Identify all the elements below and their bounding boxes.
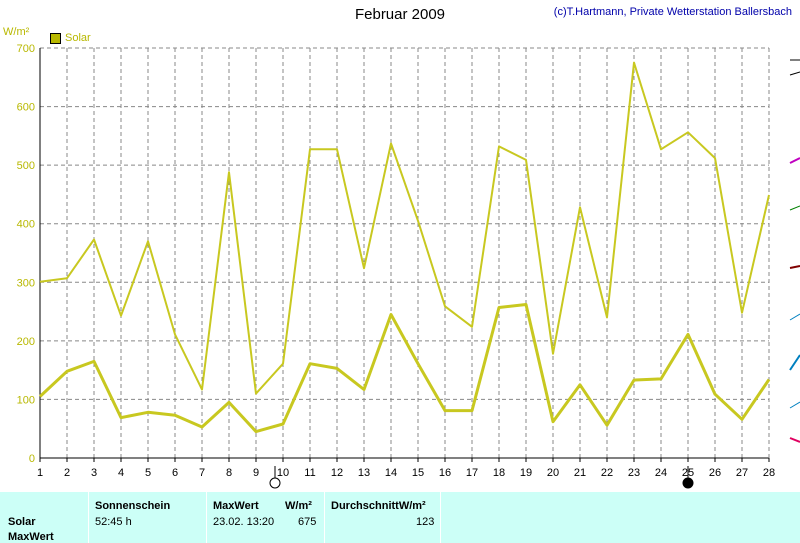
x-tick-label: 11: [304, 467, 315, 479]
x-tick-label: 26: [709, 467, 721, 479]
y-tick-label: 100: [17, 394, 35, 406]
x-tick-label: 2: [64, 467, 70, 479]
x-tick-label: 12: [331, 467, 343, 479]
x-tick-label: 1: [37, 467, 43, 479]
x-tick-label: 4: [118, 467, 124, 479]
value-sunshine: 52:45 h: [95, 516, 132, 528]
series-line-max: [39, 61, 770, 395]
legend-swatch: [50, 32, 61, 44]
x-tick-label: 3: [91, 467, 97, 479]
legend-label: Solar: [65, 32, 91, 44]
right-edge-fragments: [789, 59, 800, 443]
y-tick-label: 700: [17, 43, 35, 55]
chart-title: Februar 2009: [354, 6, 446, 23]
value-max: 675: [298, 516, 317, 528]
value-average: 123: [416, 516, 435, 528]
y-tick-label: 300: [17, 277, 35, 289]
summary-table: Sonnenschein MaxWert W/m² DurchschnittW/…: [0, 492, 800, 543]
x-tick-label: 15: [412, 467, 424, 479]
value-max-time: 23.02. 13:20: [213, 516, 275, 528]
y-tick-label: 0: [29, 453, 35, 465]
row-label-solar: Solar: [8, 516, 36, 528]
table-divider: [206, 492, 207, 543]
y-axis-label: W/m²: [3, 26, 30, 38]
x-tick-label: 28: [763, 467, 775, 479]
y-tick-label: 600: [17, 102, 35, 114]
x-tick-label: 19: [520, 467, 532, 479]
x-tick-label: 8: [226, 467, 232, 479]
legend: Solar: [50, 32, 91, 44]
x-tick-label: 21: [574, 467, 586, 479]
table-divider: [88, 492, 89, 543]
x-tick-label: 16: [439, 467, 451, 479]
x-tick-label: 6: [172, 467, 178, 479]
x-tick-label: 10: [277, 467, 289, 479]
header-maxwert-unit: W/m²: [285, 500, 312, 512]
y-tick-label: 500: [17, 160, 35, 172]
header-sunshine: Sonnenschein: [95, 500, 171, 512]
x-tick-label: 7: [199, 467, 205, 479]
full-moon-icon: [682, 477, 694, 489]
x-tick-label: 13: [358, 467, 370, 479]
header-average: DurchschnittW/m²: [331, 500, 426, 512]
table-divider: [324, 492, 325, 543]
new-moon-icon: [269, 477, 281, 489]
x-tick-label: 5: [145, 467, 151, 479]
x-tick-label: 27: [736, 467, 748, 479]
x-tick-label: 20: [547, 467, 559, 479]
table-divider: [440, 492, 441, 543]
x-tick-label: 24: [655, 467, 667, 479]
x-tick-label: 23: [628, 467, 640, 479]
y-tick-label: 200: [17, 336, 35, 348]
credit-text: (c)T.Hartmann, Private Wetterstation Bal…: [553, 6, 792, 18]
x-tick-label: 22: [601, 467, 613, 479]
x-tick-label: 14: [385, 467, 397, 479]
series-line-average: [38, 303, 771, 434]
header-maxwert: MaxWert: [213, 500, 259, 512]
row-label-maxwert: MaxWert: [8, 531, 54, 543]
x-tick-label: 9: [253, 467, 259, 479]
x-tick-label: 18: [493, 467, 505, 479]
x-tick-label: 17: [466, 467, 478, 479]
y-tick-label: 400: [17, 219, 35, 231]
